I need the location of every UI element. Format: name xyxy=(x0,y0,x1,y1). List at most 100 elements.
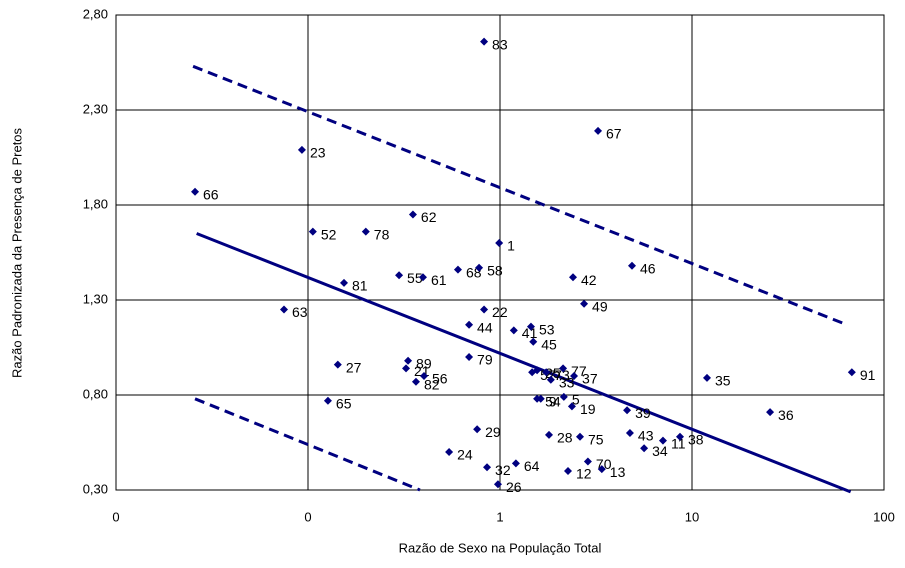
point-label: 61 xyxy=(431,272,447,288)
point xyxy=(766,408,775,417)
point-label: 67 xyxy=(606,126,622,142)
point-label: 25 xyxy=(545,365,561,381)
y-tick-label: 0,80 xyxy=(83,386,108,401)
point xyxy=(847,368,856,377)
point xyxy=(567,402,576,411)
point-label: 63 xyxy=(292,304,308,320)
point-label: 12 xyxy=(576,466,592,482)
point-label: 64 xyxy=(524,458,540,474)
point xyxy=(480,37,489,46)
point-label: 62 xyxy=(421,209,437,225)
point xyxy=(536,394,545,403)
point xyxy=(404,356,413,365)
point xyxy=(628,261,637,270)
x-tick-label: 1 xyxy=(496,509,503,524)
point-label: 33 xyxy=(559,375,575,391)
point-label: 73 xyxy=(554,367,570,383)
point-label: 22 xyxy=(492,304,508,320)
point-label: 83 xyxy=(492,36,508,52)
point-label: 55 xyxy=(407,270,423,286)
point xyxy=(570,372,579,380)
point-label: 66 xyxy=(203,186,219,202)
point xyxy=(542,368,551,377)
point-label: 13 xyxy=(610,464,626,480)
point xyxy=(453,265,462,274)
point-label: 79 xyxy=(477,352,493,368)
point-label: 78 xyxy=(374,226,390,242)
point-label: 54 xyxy=(545,394,561,410)
point-label: 58 xyxy=(487,262,503,278)
point-label: 9 xyxy=(549,394,557,410)
point xyxy=(297,145,306,154)
point xyxy=(411,377,420,386)
point-label: 89 xyxy=(416,356,432,372)
point xyxy=(480,305,489,314)
point xyxy=(580,299,589,308)
point-label: 34 xyxy=(652,443,668,459)
x-tick-label: 10 xyxy=(685,509,699,524)
point xyxy=(563,467,572,475)
point xyxy=(546,375,555,384)
point xyxy=(676,432,685,441)
point-label: 44 xyxy=(477,319,493,335)
y-tick-label: 2,30 xyxy=(83,101,108,116)
point-label: 52 xyxy=(321,226,337,242)
point xyxy=(465,353,474,361)
point-label: 19 xyxy=(580,401,596,417)
point-label: 82 xyxy=(424,376,440,392)
point xyxy=(559,364,568,373)
point xyxy=(408,210,417,219)
point xyxy=(483,463,492,472)
point xyxy=(420,372,429,380)
point xyxy=(528,368,537,377)
point xyxy=(511,459,520,468)
point-label: 46 xyxy=(640,261,656,277)
point xyxy=(395,271,404,280)
point xyxy=(529,337,538,346)
x-tick-label: 0 xyxy=(304,509,311,524)
point-label: 43 xyxy=(638,428,654,444)
point-label: 24 xyxy=(457,447,473,463)
point-label: 36 xyxy=(778,407,794,423)
y-tick-label: 1,80 xyxy=(83,196,108,211)
point-label: 56 xyxy=(432,371,448,387)
point xyxy=(623,406,632,415)
point-label: 91 xyxy=(860,367,876,383)
point-label: 28 xyxy=(557,430,573,446)
point-label: 75 xyxy=(588,432,604,448)
point xyxy=(526,322,535,331)
trend-line xyxy=(194,397,421,492)
x-tick-label: 100 xyxy=(873,509,895,524)
point-label: 29 xyxy=(485,424,501,440)
point xyxy=(640,444,649,453)
point xyxy=(361,227,370,236)
point xyxy=(418,273,427,282)
point-label: 53 xyxy=(539,321,555,337)
point xyxy=(402,364,411,373)
point-label: 11 xyxy=(671,435,686,451)
point xyxy=(559,392,568,401)
point xyxy=(597,465,606,474)
point-label: 35 xyxy=(715,373,731,389)
x-axis-label: Razão de Sexo na População Total xyxy=(399,540,602,555)
trend-line xyxy=(192,64,848,327)
point xyxy=(495,239,504,247)
point xyxy=(594,126,603,135)
point xyxy=(191,187,200,196)
point-label: 37 xyxy=(582,371,598,387)
point-label: 38 xyxy=(688,432,704,448)
point-label: 41 xyxy=(522,325,538,341)
point xyxy=(702,373,711,382)
y-axis-label: Razão Padronizada da Presença de Pretos xyxy=(9,127,24,378)
point-label: 45 xyxy=(541,337,557,353)
point-label: 1 xyxy=(507,238,515,254)
point-label: 49 xyxy=(592,299,608,315)
point xyxy=(280,305,289,314)
point xyxy=(323,396,332,405)
point xyxy=(445,448,454,456)
point-label: 23 xyxy=(310,145,326,161)
point-label: 5 xyxy=(572,392,580,408)
point xyxy=(473,425,482,434)
point xyxy=(340,278,349,287)
